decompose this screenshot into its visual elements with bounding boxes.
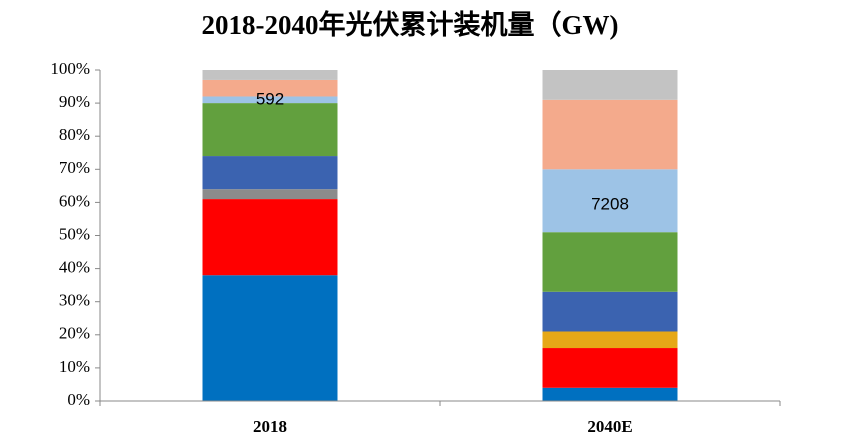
y-tick-label: 90% — [59, 92, 90, 111]
bar-segment — [542, 169, 678, 233]
chart-title: 2018-2040年光伏累计装机量（GW) — [202, 9, 619, 40]
bar-segment — [542, 70, 678, 100]
y-tick-label: 60% — [59, 191, 90, 210]
bar-segment — [202, 103, 338, 157]
y-tick-label: 0% — [67, 390, 90, 409]
bar-segment — [202, 79, 338, 97]
bar-segment — [202, 156, 338, 190]
x-tick-label: 2018 — [253, 417, 287, 436]
bar-segment — [202, 96, 338, 104]
total-label: 592 — [256, 89, 284, 108]
bar-segment — [542, 387, 678, 401]
bar-segment — [542, 99, 678, 170]
bar-segment — [202, 275, 338, 401]
bar-segment — [202, 199, 338, 276]
bar-segment — [542, 291, 678, 332]
total-label: 7208 — [591, 194, 629, 213]
y-tick-label: 100% — [50, 59, 90, 78]
y-tick-label: 40% — [59, 258, 90, 277]
bar-segment — [542, 331, 678, 349]
bar-segment — [542, 348, 678, 388]
y-tick-label: 70% — [59, 158, 90, 177]
bar-segment — [542, 232, 678, 292]
y-tick-label: 50% — [59, 224, 90, 243]
y-tick-label: 30% — [59, 291, 90, 310]
y-tick-label: 80% — [59, 125, 90, 144]
y-tick-label: 20% — [59, 324, 90, 343]
x-tick-label: 2040E — [587, 417, 632, 436]
bar-segment — [202, 70, 338, 80]
bar-segment — [202, 189, 338, 200]
y-tick-label: 10% — [59, 357, 90, 376]
